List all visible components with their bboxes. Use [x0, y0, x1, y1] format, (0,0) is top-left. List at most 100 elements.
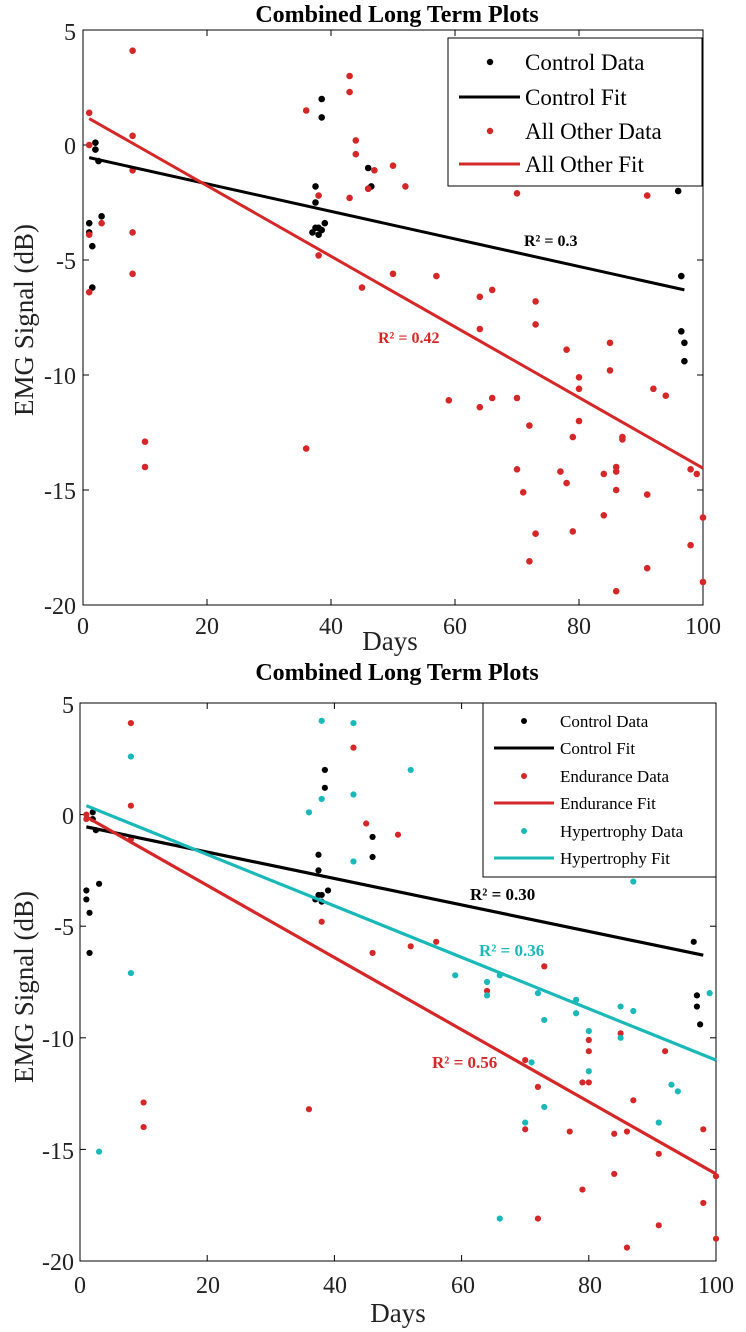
data-point [712, 1235, 720, 1242]
axes-frame [82, 29, 704, 606]
data-point [318, 795, 325, 803]
data-point [371, 167, 378, 174]
plot-area [82, 29, 707, 606]
y-tick-label: -20 [44, 594, 76, 620]
legend-entry: Hypertrophy Data [560, 822, 684, 841]
data-point [389, 162, 397, 169]
legend-entry: Control Fit [525, 85, 627, 110]
data-point [630, 1007, 637, 1015]
y-axis-label-text: EMG Signal (dB) [9, 224, 39, 416]
data-point [85, 141, 93, 149]
data-point [585, 1036, 592, 1044]
data-point [566, 1128, 573, 1135]
data-point [606, 367, 614, 374]
data-point [600, 470, 608, 478]
axes-frame [79, 702, 717, 1262]
data-point [407, 943, 414, 950]
data-point [318, 717, 325, 724]
r-squared-other: R² = 0.42 [378, 330, 439, 347]
legend-marker [521, 718, 527, 724]
data-point [318, 918, 325, 925]
data-point [563, 346, 570, 354]
data-point [557, 468, 564, 475]
data-point [681, 357, 688, 365]
x-tick-label: 0 [74, 1273, 86, 1299]
data-point [606, 339, 614, 347]
data-point [476, 293, 484, 301]
data-point [693, 1003, 701, 1010]
data-point [687, 466, 694, 473]
chart-top: Combined Long Term Plots EMG Signal (dB)… [9, 2, 721, 656]
legend-marker [486, 58, 494, 66]
data-point [318, 226, 326, 234]
data-point [612, 486, 620, 494]
data-point [575, 374, 583, 381]
data-point [312, 199, 319, 206]
data-point [140, 1123, 147, 1131]
data-point [668, 1081, 675, 1088]
data-point [612, 463, 620, 471]
r-squared-hypertrophy: R² = 0.36 [479, 941, 544, 960]
data-point [350, 744, 357, 751]
y-axis-label-text: EMG Signal (dB) [9, 891, 39, 1083]
data-point [394, 831, 402, 838]
fit-line [85, 815, 717, 1176]
data-point [312, 183, 319, 190]
chart-title: Combined Long Term Plots [255, 660, 538, 686]
y-axis-label: EMG Signal (dB) [9, 224, 39, 416]
data-point [302, 107, 310, 114]
r-squared-endurance: R² = 0.56 [432, 1053, 497, 1072]
data-point [483, 978, 491, 986]
y-tick-label: -10 [42, 1027, 74, 1053]
y-tick-labels: 5 0 -5 -10 -15 -20 [44, 20, 76, 620]
data-point [141, 463, 149, 471]
data-point [476, 325, 484, 333]
data-point [611, 1130, 618, 1137]
x-tick-label: 100 [685, 614, 721, 640]
data-point [643, 192, 651, 199]
y-tick-label: -20 [42, 1250, 74, 1276]
data-point [127, 969, 134, 977]
data-point [86, 909, 93, 916]
data-point [700, 1126, 707, 1133]
data-point [369, 853, 376, 861]
data-point [321, 219, 329, 227]
data-point [617, 1003, 624, 1010]
data-point [369, 833, 376, 841]
data-point [350, 719, 357, 727]
x-tick-label: 60 [451, 1273, 475, 1299]
y-tick-labels: 5 0 -5 -10 -15 -20 [42, 693, 74, 1276]
fit-line [88, 156, 685, 292]
data-point [534, 1215, 542, 1222]
data-point [579, 1079, 586, 1086]
legend-entry: Endurance Data [560, 767, 669, 786]
x-tick-label: 80 [578, 1273, 602, 1299]
data-point [127, 753, 134, 760]
x-tick-labels: 0 20 40 60 80 100 [77, 614, 721, 640]
y-tick-label: -10 [44, 364, 76, 390]
y-tick-label: 0 [64, 134, 76, 160]
data-point [699, 578, 707, 586]
data-point [699, 514, 707, 521]
data-point [305, 809, 313, 816]
data-point [612, 468, 620, 475]
data-point [315, 867, 322, 874]
data-point [572, 1010, 580, 1017]
data-point [352, 150, 360, 158]
legend: Control Data Control Fit All Other Data … [447, 37, 703, 187]
data-point [528, 1059, 535, 1066]
data-point [522, 1126, 529, 1133]
data-point [563, 479, 570, 487]
data-point [321, 784, 328, 791]
legend-entry: Control Data [560, 712, 649, 731]
legend-entry: All Other Fit [525, 152, 644, 177]
data-point [140, 1099, 147, 1106]
data-point [85, 219, 93, 227]
x-axis-label: Days [362, 626, 418, 656]
r-squared-control: R² = 0.3 [524, 233, 577, 250]
data-point [407, 766, 414, 774]
data-point [476, 403, 484, 411]
data-point [706, 990, 713, 997]
data-point [95, 1148, 103, 1155]
data-point [619, 433, 626, 441]
